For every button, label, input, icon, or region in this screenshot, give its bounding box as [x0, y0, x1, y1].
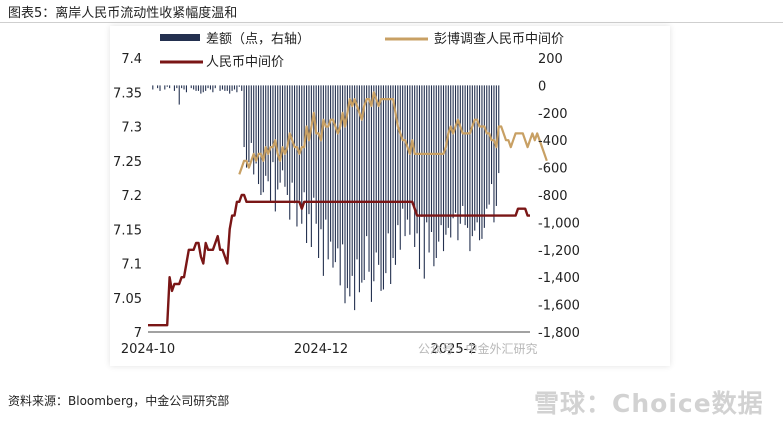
x-tick-label: 2025-2	[431, 342, 477, 357]
right-tick-label: -400	[538, 134, 568, 149]
legend-label-spread: 差额（点，右轴）	[206, 32, 310, 47]
figure-title: 图表5：离岸人民币流动性收紧幅度温和	[8, 6, 238, 21]
right-tick-label: -800	[538, 189, 568, 204]
left-tick-label: 7.2	[121, 189, 142, 204]
left-tick-label: 7.3	[121, 121, 142, 136]
right-tick-label: -1,000	[538, 216, 580, 231]
x-tick-label: 2024-10	[121, 342, 175, 357]
legend-label-fixing: 人民币中间价	[206, 55, 284, 70]
source-note: 资料来源：Bloomberg，中金公司研究部	[8, 394, 230, 408]
title-divider	[0, 22, 783, 23]
chart-panel: 7 7.05 7.1 7.15 7.2 7.25 7.3 7.35 7.4 200 0 -200 -40…	[110, 26, 670, 366]
left-tick-label: 7.4	[121, 52, 142, 67]
watermark: 雪球：Choice数据	[534, 389, 764, 418]
series-line-cny-fixing	[148, 193, 530, 327]
left-tick-label: 7.25	[113, 155, 142, 170]
legend-swatch-spread	[160, 34, 200, 41]
left-tick-label: 7.15	[113, 223, 142, 238]
right-tick-label: -1,200	[538, 244, 580, 259]
right-tick-label: -1,400	[538, 271, 580, 286]
series-line-bloomberg-estimate	[238, 91, 548, 175]
watermark-wechat: 公众号 · 中金外汇研究	[418, 342, 538, 356]
x-tick-label: 2024-12	[294, 342, 348, 357]
left-tick-label: 7.05	[113, 292, 142, 307]
right-tick-label: -600	[538, 162, 568, 177]
right-tick-label: -1,600	[538, 299, 580, 314]
right-tick-label: 0	[538, 79, 546, 94]
left-tick-label: 7	[134, 326, 142, 341]
legend-label-estimate: 彭博调查人民币中间价	[434, 32, 564, 47]
right-tick-label: -1,800	[538, 326, 580, 341]
chart-svg: 7 7.05 7.1 7.15 7.2 7.25 7.3 7.35 7.4 200 0 -200 -40…	[113, 32, 580, 357]
left-tick-label: 7.1	[121, 258, 142, 273]
left-tick-label: 7.35	[113, 86, 142, 101]
right-tick-label: 200	[538, 52, 563, 67]
right-tick-label: -200	[538, 107, 568, 122]
